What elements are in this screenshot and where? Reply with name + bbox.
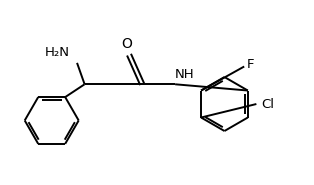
Text: H₂N: H₂N: [45, 46, 70, 59]
Text: Cl: Cl: [261, 97, 274, 110]
Text: NH: NH: [175, 68, 195, 81]
Text: O: O: [121, 37, 132, 51]
Text: F: F: [247, 58, 254, 71]
